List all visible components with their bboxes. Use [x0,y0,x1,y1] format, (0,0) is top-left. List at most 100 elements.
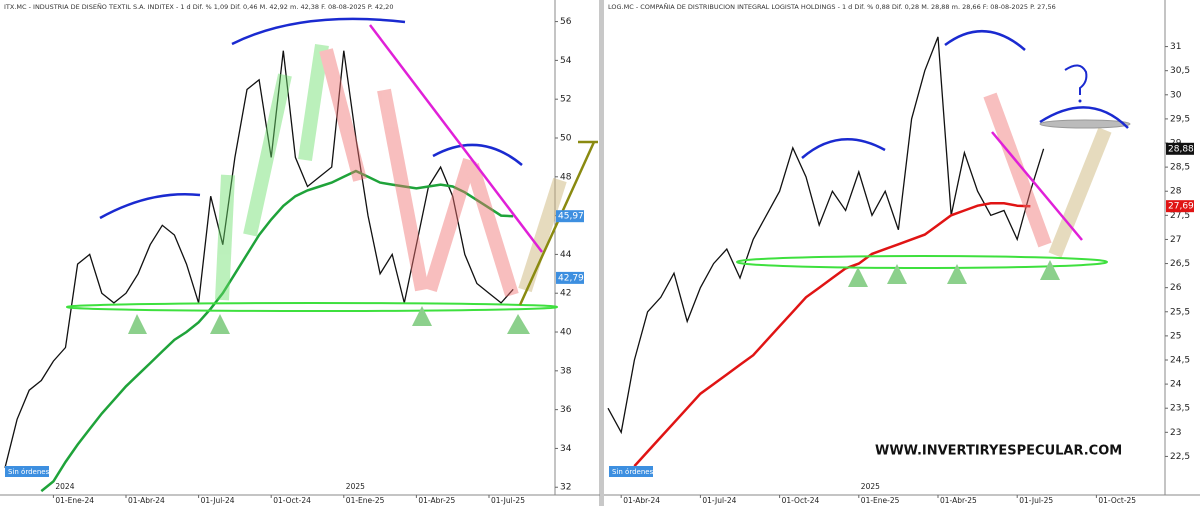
arrow [215,174,235,301]
x-tick-label: 01-Jul-24 [201,496,235,505]
arrow [298,43,329,162]
marker [412,306,432,326]
y-tick-label: 23 [1170,428,1181,438]
arrow [465,162,519,298]
x-tick-label: 01-Ene-24 [55,496,94,505]
marker [1040,260,1060,280]
y-tick-label: 28 [1170,187,1182,197]
question-dot [1078,99,1082,103]
y-tick-label: 24,5 [1170,355,1190,365]
marker [507,314,530,334]
year-label: 2025 [861,482,880,491]
arc [1039,106,1129,129]
y-tick-label: 27,5 [1170,211,1190,221]
arc [432,143,523,166]
series-line [40,169,514,493]
x-tick-label: 01-Oct-24 [782,496,820,505]
series-line [607,36,1045,435]
price-tag-label: 42,79 [558,273,584,283]
markers [848,260,1060,287]
y-tick-label: 30 [1170,90,1182,100]
y-tick-label: 28,5 [1170,163,1190,173]
y-tick-label: 36 [560,405,572,415]
x-tick-label: 01-Jul-25 [491,496,525,505]
marker [887,264,907,284]
marker [128,314,147,334]
arrows [983,92,1112,258]
price-tag [556,210,584,223]
chart-panel: 22,5 23 23,5 24 24,5 25 25,5 26 26,5 27 27,5 28 28,5… [604,0,1200,505]
arrow [243,73,292,237]
x-tick-label: 01-Abr-25 [940,496,977,505]
panel-divider [599,0,604,506]
x-tick-label: 01-Jul-25 [1019,496,1053,505]
price-tag [1166,200,1194,213]
y-tick-label: 40 [560,328,572,338]
y-tick-label: 52 [560,95,571,105]
x-tick-label: 01-Oct-24 [273,496,311,505]
arc [99,193,201,220]
x-tick-label: 01-Jul-24 [702,496,736,505]
y-tick-label: 30,5 [1170,66,1190,76]
y-tick-label: 42 [560,289,571,299]
price-tag-label: 45,97 [558,212,584,222]
arrow [423,157,477,293]
y-tick-label: 48 [560,172,572,182]
y-tick-label: 44 [560,250,572,260]
series-line [633,202,1031,467]
y-tick-label: 31 [1170,42,1181,52]
marker [947,264,967,284]
trend-line [991,131,1083,241]
arrow [319,48,367,182]
watermark: WWW.INVERTIRYESPECULAR.COM [875,444,1122,459]
markers [128,306,530,334]
arc [231,17,406,46]
target-ellipse [1039,119,1131,129]
y-tick-label: 54 [560,56,572,66]
chart-header: ITX.MC - INDUSTRIA DE DISEÑO TEXTIL S.A.… [4,2,393,11]
x-tick-label: 01-Abr-24 [623,496,660,505]
y-tick-label: 25 [1170,331,1181,341]
price-tag [1166,142,1194,155]
support-ellipse [66,302,558,312]
price-tag [556,271,584,284]
arc [944,30,1026,51]
arrow [1048,127,1112,258]
y-tick-label: 29,5 [1170,114,1190,124]
y-tick-label: 26 [1170,283,1182,293]
arc [801,138,886,159]
year-label: 2024 [55,482,74,491]
y-tick-label: 32 [560,483,571,493]
y-tick-label: 24 [1170,380,1182,390]
x-tick-label: 01-Ene-25 [861,496,900,505]
trend-line [369,24,543,253]
y-tick-label: 23,5 [1170,404,1190,414]
chart-header: LOG.MC - COMPAÑIA DE DISTRIBUCION INTEGR… [608,2,1056,11]
y-tick-label: 26,5 [1170,259,1190,269]
y-tick-label: 56 [560,17,572,27]
annotations-log [736,30,1131,287]
arrow [983,92,1052,248]
question-mark [1064,64,1088,95]
y-tick-label: 50 [560,133,572,143]
support-ellipse [736,255,1108,269]
target-line [518,141,596,306]
price-tag-label: 28,88 [1168,144,1194,154]
y-tick-label: 25,5 [1170,307,1190,317]
badge-label: Sin órdenes [612,468,654,476]
year-label: 2025 [346,482,365,491]
x-tick-label: 01-Oct-25 [1098,496,1136,505]
badge-label: Sin órdenes [8,468,50,476]
arrow [377,88,429,292]
y-tick-label: 38 [560,366,572,376]
x-tick-label: 01-Abr-24 [128,496,165,505]
badge [609,466,653,477]
chart-panel: 3234363840424446485052545601-Ene-2401-Ab… [0,0,600,505]
badge [5,466,49,477]
x-tick-label: 01-Abr-25 [418,496,455,505]
x-tick-label: 01-Ene-25 [346,496,385,505]
price-tag-label: 27,69 [1168,202,1194,212]
y-tick-label: 22,5 [1170,452,1190,462]
marker [210,314,230,334]
y-tick-label: 34 [560,444,572,454]
